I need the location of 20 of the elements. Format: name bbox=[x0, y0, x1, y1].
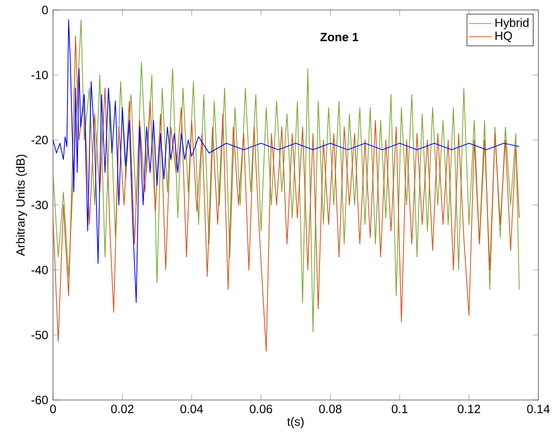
y-tick-label: -20 bbox=[32, 136, 48, 144]
x-tick-label: 0.12 bbox=[458, 404, 480, 414]
y-axis-title: Arbitrary Units (dB) bbox=[16, 154, 28, 256]
x-tick-label: 0.02 bbox=[111, 404, 134, 414]
y-tick-label: 0 bbox=[42, 6, 48, 14]
x-tick-label: 0.14 bbox=[527, 404, 550, 414]
x-axis-title: t(s) bbox=[287, 417, 304, 428]
x-tick-label: 0 bbox=[50, 404, 56, 414]
legend-label: Hybrid bbox=[496, 18, 528, 30]
y-tick-label: -30 bbox=[32, 200, 48, 210]
x-tick-label: 0.04 bbox=[180, 404, 203, 414]
legend-label: HQ bbox=[496, 32, 512, 42]
x-tick-label: 0.06 bbox=[250, 404, 272, 414]
y-tick-label: -60 bbox=[32, 396, 48, 404]
y-tick-label: -10 bbox=[32, 70, 48, 80]
text: Zone 1 bbox=[320, 32, 358, 42]
x-tick-label: 0.1 bbox=[392, 404, 408, 414]
y-tick-label: -40 bbox=[32, 266, 48, 274]
x-tick-label: 0.08 bbox=[319, 404, 342, 414]
y-tick-label: -50 bbox=[32, 330, 48, 340]
